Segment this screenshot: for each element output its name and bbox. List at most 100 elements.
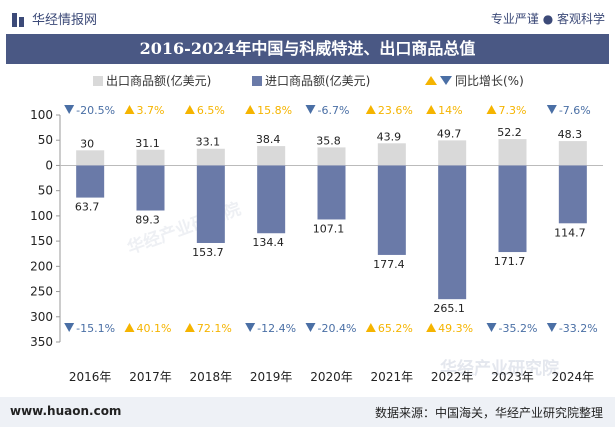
- y-tick-label: 50: [38, 133, 53, 147]
- y-tick-label: 50: [38, 184, 53, 198]
- y-tick-label: 100: [30, 108, 53, 122]
- import-growth-down-icon: [64, 323, 75, 332]
- import-bar: [438, 165, 467, 300]
- import-growth-down-icon: [305, 323, 316, 332]
- y-tick-label: 100: [30, 209, 53, 223]
- export-growth-label: 14%: [438, 104, 462, 117]
- x-category-label: 2022年: [431, 370, 474, 384]
- x-category-label: 2020年: [310, 370, 353, 384]
- x-category-label: 2024年: [552, 370, 595, 384]
- x-category-label: 2016年: [69, 370, 112, 384]
- import-growth-label: 65.2%: [378, 322, 413, 335]
- export-value-label: 52.2: [497, 126, 522, 139]
- import-growth-down-icon: [546, 323, 557, 332]
- title-bar: 2016-2024年中国与科威特进、出口商品总值: [6, 34, 609, 64]
- import-growth-label: -33.2%: [559, 322, 598, 335]
- import-growth-label: -20.4%: [318, 322, 357, 335]
- data-source: 数据来源：中国海关，华经产业研究院整理: [374, 406, 603, 420]
- export-value-label: 35.8: [316, 134, 341, 147]
- legend-label-import: 进口商品额(亿美元): [265, 73, 370, 88]
- import-growth-down-icon: [245, 323, 256, 332]
- import-value-label: 171.7: [494, 255, 526, 268]
- export-growth-label: -6.7%: [318, 104, 350, 117]
- export-growth-up-icon: [184, 105, 195, 114]
- export-bar: [438, 140, 467, 166]
- import-bar: [498, 165, 527, 253]
- import-bar: [377, 165, 406, 255]
- import-value-label: 107.1: [313, 222, 345, 235]
- export-bar: [317, 147, 346, 166]
- export-bar: [498, 139, 527, 166]
- import-growth-label: 72.1%: [197, 322, 232, 335]
- import-value-label: 265.1: [433, 302, 465, 315]
- legend-label-export: 出口商品额(亿美元): [106, 73, 211, 88]
- import-growth-label: 40.1%: [137, 322, 172, 335]
- import-growth-label: 49.3%: [438, 322, 473, 335]
- logo-text: 华经情报网: [32, 13, 98, 28]
- export-value-label: 31.1: [135, 137, 160, 150]
- import-value-label: 177.4: [373, 258, 405, 271]
- import-bar: [196, 165, 225, 243]
- export-growth-up-icon: [486, 105, 497, 114]
- x-category-label: 2021年: [371, 370, 414, 384]
- footer: www.huaon.com 数据来源：中国海关，华经产业研究院整理: [0, 397, 615, 427]
- export-value-label: 49.7: [437, 127, 462, 140]
- tagline: 专业严谨 ● 客观科学: [490, 12, 605, 26]
- import-value-label: 134.4: [252, 236, 284, 249]
- import-growth-down-icon: [486, 323, 497, 332]
- export-bar: [377, 143, 406, 166]
- import-value-label: 114.7: [554, 226, 586, 239]
- import-growth-up-icon: [184, 323, 195, 332]
- y-tick-label: 350: [30, 335, 53, 349]
- legend-label-growth: 同比增长(%): [455, 74, 524, 88]
- export-growth-down-icon: [64, 105, 75, 114]
- x-category-label: 2018年: [190, 370, 233, 384]
- export-value-label: 38.4: [256, 133, 281, 146]
- export-growth-label: 6.5%: [197, 104, 225, 117]
- top-bar: 华经情报网 专业严谨 ● 客观科学: [0, 0, 615, 34]
- export-bar: [136, 149, 165, 166]
- footer-url[interactable]: www.huaon.com: [10, 404, 122, 418]
- legend-up-triangle-icon: [425, 76, 437, 85]
- import-bar: [257, 165, 286, 234]
- export-growth-up-icon: [124, 105, 135, 114]
- import-growth-label: -15.1%: [76, 322, 115, 335]
- legend-swatch-export: [93, 76, 103, 86]
- y-tick-label: 200: [30, 259, 53, 273]
- y-tick-label: 300: [30, 310, 53, 324]
- import-bar: [317, 165, 346, 220]
- export-value-label: 30: [80, 137, 94, 150]
- export-growth-up-icon: [426, 105, 437, 114]
- x-category-label: 2023年: [491, 370, 534, 384]
- import-bar: [76, 165, 105, 198]
- import-bar: [136, 165, 165, 211]
- export-growth-up-icon: [245, 105, 256, 114]
- import-value-label: 89.3: [135, 213, 160, 226]
- import-bar: [558, 165, 587, 224]
- y-tick-label: 150: [30, 234, 53, 248]
- export-bar: [558, 141, 587, 166]
- chart-title: 2016-2024年中国与科威特进、出口商品总值: [139, 39, 476, 58]
- export-value-label: 43.9: [377, 130, 402, 143]
- x-category-label: 2017年: [129, 370, 172, 384]
- y-tick-label: 0: [45, 158, 53, 172]
- brand-logo[interactable]: 华经情报网: [10, 9, 97, 28]
- export-growth-label: -7.6%: [559, 104, 591, 117]
- export-growth-label: 23.6%: [378, 104, 413, 117]
- export-growth-label: -20.5%: [76, 104, 115, 117]
- export-growth-label: 15.8%: [257, 104, 292, 117]
- import-growth-label: -12.4%: [257, 322, 296, 335]
- export-bar: [257, 146, 286, 166]
- export-growth-down-icon: [305, 105, 316, 114]
- export-value-label: 33.1: [196, 136, 221, 149]
- export-growth-label: 3.7%: [137, 104, 165, 117]
- y-tick-label: 250: [30, 285, 53, 299]
- import-growth-label: -35.2%: [499, 322, 538, 335]
- export-bar: [196, 148, 225, 166]
- export-bar: [76, 150, 105, 166]
- export-growth-label: 7.3%: [499, 104, 527, 117]
- watermark-2: 华经产业研究院: [440, 358, 559, 379]
- logo-icon: [10, 11, 26, 27]
- legend-down-triangle-icon: [440, 76, 452, 85]
- export-growth-down-icon: [546, 105, 557, 114]
